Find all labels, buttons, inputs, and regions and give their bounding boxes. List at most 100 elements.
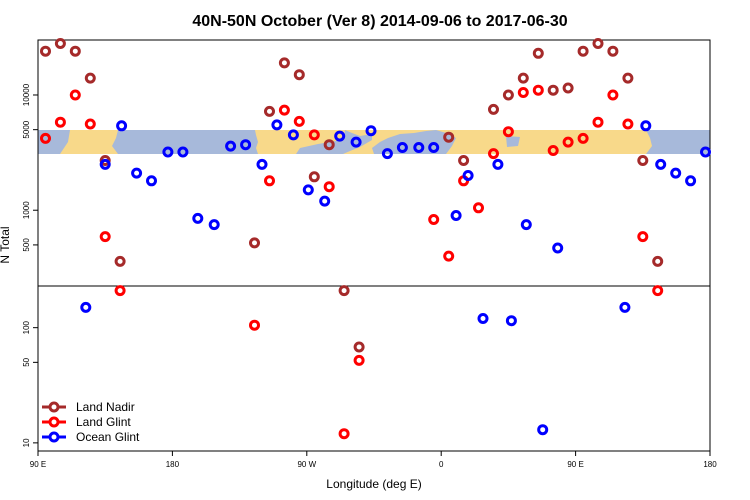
data-point [40, 132, 51, 144]
data-point [450, 210, 462, 221]
data-point [192, 212, 204, 224]
data-point [520, 219, 532, 231]
x-tick-label: 90 E [30, 460, 46, 469]
data-point [462, 170, 474, 181]
data-points [40, 38, 711, 440]
x-tick-label: 90 E [567, 460, 583, 469]
y-axis-label: N Total [0, 226, 12, 263]
data-point [338, 428, 350, 440]
data-point [293, 69, 305, 81]
data-point [264, 105, 275, 117]
data-point [622, 118, 634, 130]
data-point [622, 72, 634, 84]
data-point [114, 285, 126, 297]
data-point [652, 255, 664, 267]
data-point [308, 129, 320, 141]
x-tick-label: 0 [439, 460, 444, 469]
data-point [517, 72, 529, 84]
data-point [319, 195, 331, 207]
data-point [162, 146, 174, 158]
data-point [308, 171, 320, 183]
data-point [477, 313, 489, 324]
data-point [473, 202, 484, 214]
data-point [353, 354, 365, 366]
data-point [338, 285, 350, 297]
data-point [637, 231, 649, 243]
data-point [146, 175, 157, 187]
data-point [637, 155, 649, 166]
data-point [84, 118, 96, 130]
data-point [443, 131, 455, 143]
data-point [502, 126, 514, 138]
data-point [287, 129, 299, 141]
legend-label: Land Nadir [76, 400, 135, 414]
x-tick-label: 180 [703, 460, 717, 469]
x-tick-label: 90 W [297, 460, 316, 469]
data-point [249, 319, 260, 331]
data-point [99, 158, 111, 170]
legend-marker [48, 401, 60, 413]
y-tick-label: 100 [22, 320, 31, 334]
data-point [40, 45, 51, 57]
data-point [517, 87, 529, 98]
data-point [428, 142, 440, 153]
data-point [208, 219, 220, 231]
data-point [505, 315, 517, 327]
data-point [249, 237, 260, 249]
data-point [240, 139, 252, 151]
data-point [640, 120, 652, 132]
data-point [592, 116, 604, 128]
data-point [323, 181, 335, 193]
data-point [334, 130, 346, 142]
data-point [488, 148, 499, 160]
data-point [264, 175, 275, 187]
series-land-nadir [40, 38, 664, 353]
data-point [619, 301, 631, 313]
data-point [547, 145, 559, 156]
chart-title: 40N-50N October (Ver 8) 2014-09-06 to 20… [192, 13, 567, 30]
data-point [532, 47, 544, 59]
data-point [552, 242, 564, 254]
data-point [177, 146, 189, 158]
data-point [607, 45, 619, 57]
upper-plot-frame [37, 39, 711, 287]
data-point [670, 167, 682, 179]
data-point [492, 158, 504, 170]
x-axis-label: Longitude (deg E) [326, 477, 421, 491]
data-point [271, 119, 283, 131]
data-point [488, 103, 499, 115]
data-point [116, 120, 128, 132]
data-point [381, 148, 393, 160]
data-point [652, 285, 664, 297]
data-point [365, 125, 377, 137]
data-point [685, 175, 697, 187]
data-point [69, 45, 81, 57]
y-tick-label: 500 [22, 238, 31, 252]
data-point [562, 136, 574, 148]
data-point [537, 424, 549, 436]
legend-label: Land Glint [76, 415, 131, 429]
y-tick-label: 1000 [22, 201, 31, 219]
data-point [428, 214, 440, 225]
data-point [225, 140, 237, 152]
data-point [396, 142, 408, 153]
data-point [458, 155, 470, 166]
data-point [502, 89, 514, 101]
data-point [607, 89, 619, 101]
data-point [80, 301, 92, 313]
data-point [532, 84, 544, 96]
y-tick-label: 10 [22, 438, 31, 447]
data-point [54, 38, 66, 49]
y-tick-label: 50 [22, 357, 31, 366]
data-point [592, 38, 604, 49]
data-point [323, 139, 335, 151]
data-point [256, 158, 268, 170]
y-axis-lower: 10 50 100 [22, 320, 38, 447]
data-point [69, 89, 81, 101]
data-point [577, 132, 589, 144]
data-point [99, 155, 111, 166]
data-point [562, 82, 574, 94]
y-axis-upper: 500 1000 5000 10000 [22, 83, 38, 252]
